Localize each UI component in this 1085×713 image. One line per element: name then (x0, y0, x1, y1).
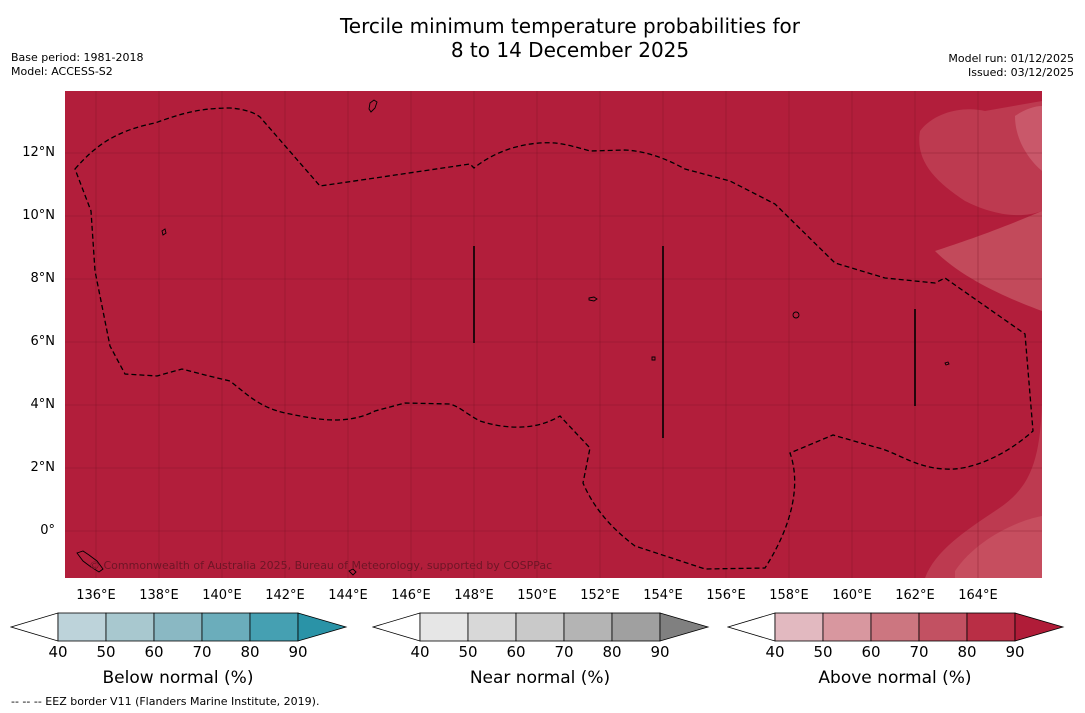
colorbar-label: Near normal (%) (469, 668, 611, 688)
longitude-label: 152°E (580, 588, 620, 603)
map-title: Tercile minimum temperature probabilitie… (0, 14, 1085, 62)
colorbar-tick-label: 40 (48, 643, 68, 661)
colorbar-segment (105, 612, 155, 642)
colorbar-segment (918, 612, 968, 642)
latitude-label: 8°N (30, 271, 56, 286)
colorbar-tick-label: 50 (813, 643, 833, 661)
probability-zone-light (935, 211, 1042, 311)
longitude-label: 144°E (328, 588, 368, 603)
colorbar-under-arrow (372, 612, 421, 642)
colorbar-tick-label: 60 (861, 643, 881, 661)
colorbar-segment (563, 612, 613, 642)
colorbar-tick-label: 80 (957, 643, 977, 661)
colorbar-under-arrow (727, 612, 776, 642)
colorbar-tick-label: 40 (410, 643, 430, 661)
longitude-label: 156°E (706, 588, 746, 603)
colorbar-label: Below normal (%) (102, 668, 254, 688)
model-run: Model run: 01/12/2025 (948, 52, 1074, 65)
probability-zone-light (1015, 106, 1042, 171)
longitude-label: 154°E (643, 588, 683, 603)
colorbar-segment (249, 612, 299, 642)
run-info: Model run: 01/12/2025 Issued: 03/12/2025 (948, 52, 1074, 80)
colorbar-tick-label: 50 (96, 643, 116, 661)
title-line-2: 8 to 14 December 2025 (450, 38, 690, 62)
latitude-label: 4°N (30, 397, 56, 412)
colorbar-over-arrow (297, 612, 348, 642)
latitude-label: 6°N (30, 334, 56, 349)
longitude-label: 146°E (391, 588, 431, 603)
colorbar-tick-label: 70 (909, 643, 929, 661)
islands (76, 99, 950, 576)
longitude-label: 150°E (517, 588, 557, 603)
title-line-1: Tercile minimum temperature probabilitie… (339, 14, 801, 38)
colorbar-over-arrow (659, 612, 710, 642)
colorbar-tick-label: 40 (765, 643, 785, 661)
colorbar-tick-label: 80 (602, 643, 622, 661)
colorbar-tick-label: 70 (192, 643, 212, 661)
probability-map[interactable] (65, 91, 1042, 578)
latitude-label: 0° (40, 523, 55, 538)
reference-lines (473, 246, 916, 438)
longitude-label: 164°E (958, 588, 998, 603)
latitude-label: 2°N (30, 460, 56, 475)
colorbar (727, 612, 1065, 642)
probability-zone-light (955, 516, 1042, 578)
longitude-label: 140°E (202, 588, 242, 603)
colorbar-label: Above normal (%) (818, 668, 972, 688)
colorbar-tick-label: 70 (554, 643, 574, 661)
colorbar-tick-label: 60 (506, 643, 526, 661)
colorbar-segment (966, 612, 1016, 642)
model-name: Model: ACCESS-S2 (11, 65, 113, 78)
longitude-label: 138°E (139, 588, 179, 603)
colorbar (10, 612, 348, 642)
graticule (65, 91, 1042, 578)
base-info: Base period: 1981-2018 Model: ACCESS-S2 (11, 51, 143, 79)
colorbar-segment (774, 612, 824, 642)
probability-zone-light (919, 101, 1042, 578)
copyright-notice: © Commonwealth of Australia 2025, Bureau… (89, 559, 553, 572)
longitude-label: 162°E (895, 588, 935, 603)
colorbar (372, 612, 710, 642)
colorbar-over-arrow (1014, 612, 1065, 642)
colorbar-tick-label: 90 (288, 643, 308, 661)
colorbar-segment (515, 612, 565, 642)
colorbar-segment (822, 612, 872, 642)
longitude-label: 158°E (769, 588, 809, 603)
longitude-label: 136°E (76, 588, 116, 603)
colorbar-segment (419, 612, 469, 642)
colorbar-segment (467, 612, 517, 642)
colorbar-tick-label: 90 (1005, 643, 1025, 661)
longitude-label: 148°E (454, 588, 494, 603)
colorbar-tick-label: 80 (240, 643, 260, 661)
colorbar-segment (870, 612, 920, 642)
issued-date: Issued: 03/12/2025 (967, 66, 1074, 79)
colorbar-tick-label: 90 (650, 643, 670, 661)
latitude-label: 12°N (22, 145, 55, 160)
base-period: Base period: 1981-2018 (11, 51, 144, 64)
colorbar-under-arrow (10, 612, 59, 642)
colorbar-segment (153, 612, 203, 642)
colorbar-segment (201, 612, 251, 642)
longitude-label: 160°E (832, 588, 872, 603)
eez-border (74, 107, 1034, 570)
colorbar-segment (57, 612, 107, 642)
colorbar-tick-label: 60 (144, 643, 164, 661)
colorbar-tick-label: 50 (458, 643, 478, 661)
longitude-label: 142°E (265, 588, 305, 603)
map-canvas (65, 91, 1042, 578)
latitude-label: 10°N (22, 208, 55, 223)
colorbar-segment (611, 612, 661, 642)
eez-footnote: -- -- -- EEZ border V11 (Flanders Marine… (11, 695, 320, 708)
